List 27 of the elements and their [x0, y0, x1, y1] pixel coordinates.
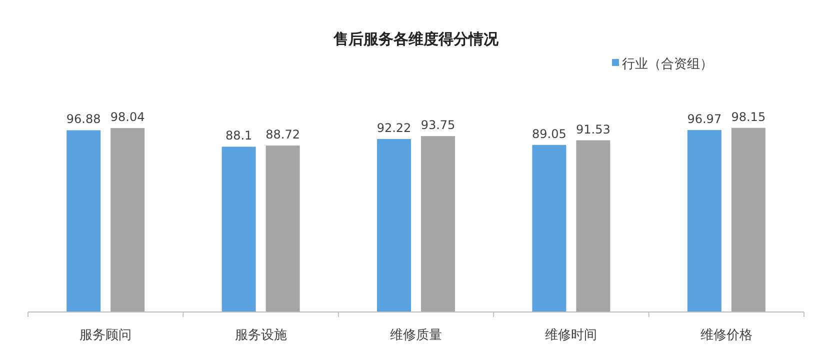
bar	[377, 138, 411, 312]
bar	[66, 130, 101, 312]
bar	[532, 144, 566, 312]
x-tick-label: 服务顾问	[80, 328, 132, 343]
data-label: 92.22	[376, 120, 412, 135]
x-tick-label: 维修质量	[390, 328, 442, 343]
bar	[421, 136, 455, 312]
data-label: 98.04	[110, 110, 145, 124]
bar	[576, 140, 610, 312]
bar	[110, 128, 145, 312]
legend-label: 行业（合资组）	[622, 57, 713, 72]
bar	[731, 128, 766, 312]
data-label: 96.97	[687, 112, 722, 126]
data-label: 96.88	[66, 112, 101, 126]
x-tick-label: 维修价格	[700, 328, 752, 343]
data-label: 91.53	[576, 122, 610, 136]
bar	[266, 146, 300, 312]
x-tick-label: 维修时间	[545, 328, 598, 343]
x-tick-label: 服务设施	[234, 328, 287, 343]
bar	[687, 130, 722, 312]
data-label: 93.75	[420, 118, 456, 132]
data-label: 98.15	[731, 110, 766, 124]
data-label: 88.1	[225, 128, 252, 143]
chart-title: 售后服务各维度得分情况	[332, 30, 500, 48]
bar	[222, 146, 256, 312]
data-label: 88.72	[266, 128, 300, 142]
data-label: 89.05	[532, 126, 566, 141]
